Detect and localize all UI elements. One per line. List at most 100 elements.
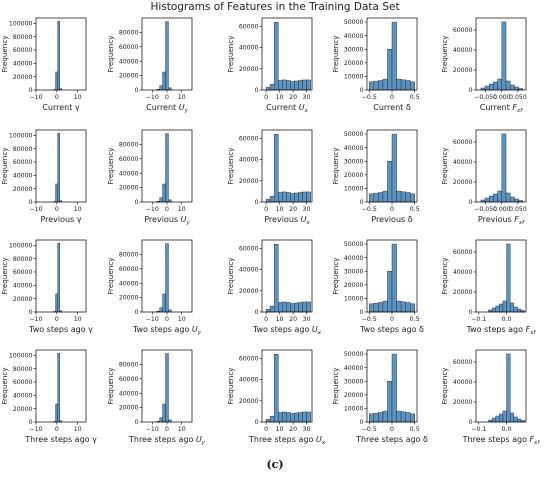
axes-frame [35, 129, 87, 203]
x-tick-label: −0.050 [474, 94, 497, 101]
x-tick-label: 10 [178, 426, 186, 433]
histogram-bar [396, 78, 402, 91]
y-tick-label: 60000 [119, 266, 139, 273]
y-tick-label: 60000 [239, 24, 259, 31]
axes-frame [475, 17, 527, 91]
figure-caption: (c) [266, 458, 283, 471]
histogram-panel: 0 20000 40000 60000 0 10 20 30 Previous Ux Freque… [226, 129, 313, 226]
histogram-bar [400, 191, 406, 203]
x-tick-label: 20 [289, 316, 297, 323]
x-tick-label: 0 [264, 94, 268, 101]
y-tick-label: 20000 [344, 282, 364, 289]
x-tick-label: 20 [289, 94, 297, 101]
y-tick-label: 60000 [13, 269, 33, 276]
y-axis-label: Frequency [331, 367, 340, 405]
x-tick-label: 10 [178, 94, 186, 101]
axes-frame [475, 129, 527, 203]
histogram-bar [491, 417, 496, 423]
x-tick-label: 0.5 [410, 316, 420, 323]
histogram-panel: 0 20000 40000 60000 0 10 20 30 Current Ux Frequen… [226, 17, 313, 114]
y-tick-label: 10000 [344, 406, 364, 413]
histogram-bar [286, 302, 291, 313]
histogram-bar [378, 192, 384, 203]
y-tick-label: 40000 [119, 390, 139, 397]
histogram-bar [290, 413, 295, 423]
x-tick-label: −0.5 [362, 316, 377, 323]
histogram-bar [55, 403, 58, 423]
y-tick-label: 60000 [453, 359, 473, 366]
y-tick-label: 40000 [239, 45, 259, 52]
y-tick-label: 0 [29, 419, 33, 426]
x-tick-label: 0 [390, 206, 394, 213]
histogram-bar [513, 306, 518, 313]
x-tick-label: 0.5 [410, 206, 420, 213]
histogram-bar [269, 195, 275, 203]
x-tick-label: −10 [146, 426, 159, 433]
histogram-bar [493, 193, 498, 203]
y-tick-label: 20000 [453, 179, 473, 186]
y-tick-label: 0 [469, 87, 473, 94]
histogram-bar [489, 83, 494, 91]
x-tick-label: −0.5 [362, 94, 377, 101]
histogram-bar [306, 191, 311, 203]
y-tick-label: 40000 [119, 280, 139, 287]
histogram-bar [165, 243, 169, 313]
histogram-bar [282, 411, 287, 423]
x-tick-label: 20 [289, 426, 297, 433]
histogram-bar [302, 301, 307, 313]
histogram-bar [497, 190, 503, 203]
histogram-bar [57, 21, 60, 91]
y-axis-label: Frequency [226, 367, 235, 405]
histogram-bar [294, 302, 299, 313]
y-tick-label: 60000 [13, 379, 33, 386]
y-tick-label: 0 [360, 199, 364, 206]
y-tick-label: 20000 [119, 295, 139, 302]
histogram-bar [396, 300, 402, 313]
x-axis-label: Three steps ago Ux [248, 435, 326, 446]
histogram-bar [369, 303, 375, 313]
y-tick-label: 50000 [344, 19, 364, 26]
y-tick-label: 20000 [344, 392, 364, 399]
axes-frame [261, 17, 313, 91]
x-tick-label: 20 [289, 206, 297, 213]
histogram-bar [405, 80, 411, 91]
y-axis-label: Frequency [0, 147, 9, 185]
histogram-bar [57, 133, 60, 203]
histogram-bar [302, 79, 307, 91]
histogram-bar [405, 412, 411, 423]
histogram-bar [391, 353, 397, 423]
x-tick-label: 0 [390, 316, 394, 323]
y-axis-label: Frequency [440, 367, 449, 405]
histogram-bar [286, 192, 291, 203]
x-tick-label: 0.000 [493, 206, 511, 213]
histogram-bar [387, 271, 393, 313]
histogram-bar [282, 79, 287, 91]
histogram-bar [396, 410, 402, 423]
y-tick-label: 30000 [344, 268, 364, 275]
x-axis-label: Three steps ago γ [24, 435, 97, 444]
histogram-bar [55, 71, 58, 91]
y-tick-label: 40000 [119, 58, 139, 65]
histogram-panel: 0 20000 40000 60000 −0.1 0.0 Three steps ago F… [440, 349, 540, 446]
x-axis-label: Current Uy [146, 103, 188, 114]
x-tick-label: 10 [74, 206, 82, 213]
histogram-bar [405, 302, 411, 313]
x-axis-label: Current Fxf [480, 103, 523, 114]
x-axis-label: Three steps ago Uy [128, 435, 206, 446]
histogram-bar [165, 353, 169, 423]
x-axis-label: Two steps ago Fxf [466, 325, 537, 336]
histogram-bar [493, 81, 498, 91]
histogram-bar [294, 192, 299, 203]
y-tick-label: 30000 [344, 158, 364, 165]
histogram-bar [265, 199, 271, 203]
y-tick-label: 20000 [239, 178, 259, 185]
y-tick-label: 40000 [13, 60, 33, 67]
y-tick-label: 50000 [344, 131, 364, 138]
histogram-bar [382, 190, 388, 203]
y-tick-label: 40000 [453, 379, 473, 386]
x-tick-label: 10 [74, 316, 82, 323]
histogram-bar [387, 161, 393, 203]
